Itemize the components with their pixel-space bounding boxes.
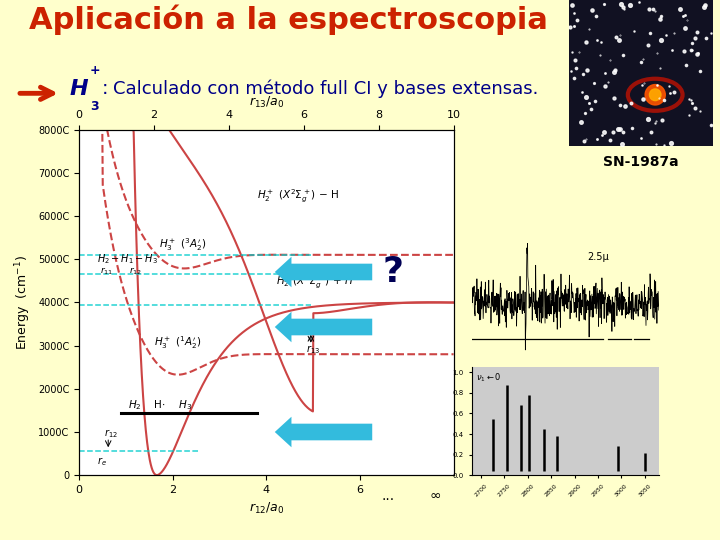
Circle shape: [649, 89, 661, 100]
Text: $H_3^+$ ($^3A_2'$): $H_3^+$ ($^3A_2'$): [158, 237, 206, 253]
Circle shape: [645, 85, 665, 105]
Text: ...: ...: [382, 489, 395, 503]
Text: :: :: [102, 79, 109, 98]
Text: $r_{11}$      $r_{12}$: $r_{11}$ $r_{12}$: [100, 266, 143, 277]
Text: Aplicación a la espectroscopia: Aplicación a la espectroscopia: [29, 4, 547, 35]
Text: 2.5μ: 2.5μ: [588, 252, 609, 262]
Text: ?: ?: [382, 255, 403, 289]
Text: $H_2 - H_1 - H_3$: $H_2 - H_1 - H_3$: [97, 253, 158, 266]
Text: $r_{12}$: $r_{12}$: [306, 321, 320, 334]
Text: +: +: [90, 64, 101, 77]
X-axis label: $r_{12}/a_0$: $r_{12}/a_0$: [248, 501, 284, 516]
Text: $r_e$: $r_e$: [97, 455, 107, 468]
Text: 3: 3: [90, 100, 99, 113]
Text: $H_2$ ($X^1\Sigma_g^+$) + $H^+$: $H_2$ ($X^1\Sigma_g^+$) + $H^+$: [276, 274, 361, 291]
Text: $r_{12}$: $r_{12}$: [104, 427, 117, 440]
Text: SN-1987a: SN-1987a: [603, 155, 679, 169]
Text: $r_{13}$: $r_{13}$: [306, 343, 320, 356]
Text: H: H: [69, 78, 88, 99]
X-axis label: $r_{13}/a_0$: $r_{13}/a_0$: [248, 94, 284, 110]
Text: Calculado con método full CI y bases extensas.: Calculado con método full CI y bases ext…: [113, 79, 539, 98]
Text: $H_2^+$ ($X^2\Sigma_g^+$) $-$ H: $H_2^+$ ($X^2\Sigma_g^+$) $-$ H: [257, 187, 339, 205]
Y-axis label: Energy  (cm$^{-1}$): Energy (cm$^{-1}$): [13, 255, 32, 350]
Text: $H_2$    H$\cdot$    $H_3$: $H_2$ H$\cdot$ $H_3$: [128, 398, 192, 412]
Text: $H_3^+$ ($^1A_2'$): $H_3^+$ ($^1A_2'$): [154, 334, 202, 350]
Text: $\nu_1 \leftarrow 0$: $\nu_1 \leftarrow 0$: [477, 372, 502, 384]
Text: ∞: ∞: [429, 489, 441, 503]
